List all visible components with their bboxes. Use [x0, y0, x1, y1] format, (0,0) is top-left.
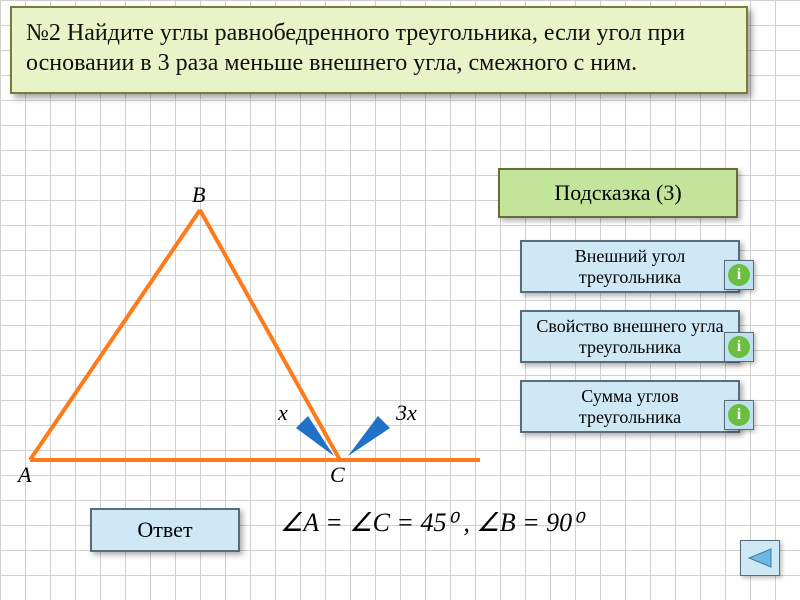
exterior-angle-arrow — [348, 416, 390, 456]
hint-header-label: Подсказка (3) — [554, 180, 681, 206]
vertex-label-a: A — [18, 462, 31, 488]
problem-statement: №2 Найдите углы равнобедренного треуголь… — [10, 6, 748, 94]
vertex-label-b: B — [192, 182, 205, 208]
angle-label-x: x — [278, 400, 288, 426]
angle-label-3x: 3x — [396, 400, 417, 426]
info-icon: i — [728, 404, 750, 426]
info-icon-1[interactable]: i — [724, 260, 754, 290]
back-arrow-icon — [747, 547, 773, 569]
side-ab — [30, 210, 200, 460]
hint-2-label: Свойство внешнего угла треугольника — [536, 316, 723, 357]
answer-button[interactable]: Ответ — [90, 508, 240, 552]
vertex-label-c: C — [330, 462, 345, 488]
hint-header-button[interactable]: Подсказка (3) — [498, 168, 738, 218]
info-icon: i — [728, 264, 750, 286]
hint-item-3[interactable]: Сумма углов треугольника — [520, 380, 740, 433]
problem-text: №2 Найдите углы равнобедренного треуголь… — [26, 20, 685, 76]
hint-3-label: Сумма углов треугольника — [579, 386, 681, 427]
hint-item-2[interactable]: Свойство внешнего угла треугольника — [520, 310, 740, 363]
info-icon: i — [728, 336, 750, 358]
answer-formula: ∠A = ∠C = 45⁰ , ∠B = 90⁰ — [280, 508, 583, 538]
side-bc — [200, 210, 340, 460]
hint-1-label: Внешний угол треугольника — [575, 246, 686, 287]
answer-label: Ответ — [137, 517, 192, 543]
hint-item-1[interactable]: Внешний угол треугольника — [520, 240, 740, 293]
info-icon-2[interactable]: i — [724, 332, 754, 362]
triangle-diagram — [0, 170, 500, 490]
info-icon-3[interactable]: i — [724, 400, 754, 430]
nav-back-button[interactable] — [740, 540, 780, 576]
